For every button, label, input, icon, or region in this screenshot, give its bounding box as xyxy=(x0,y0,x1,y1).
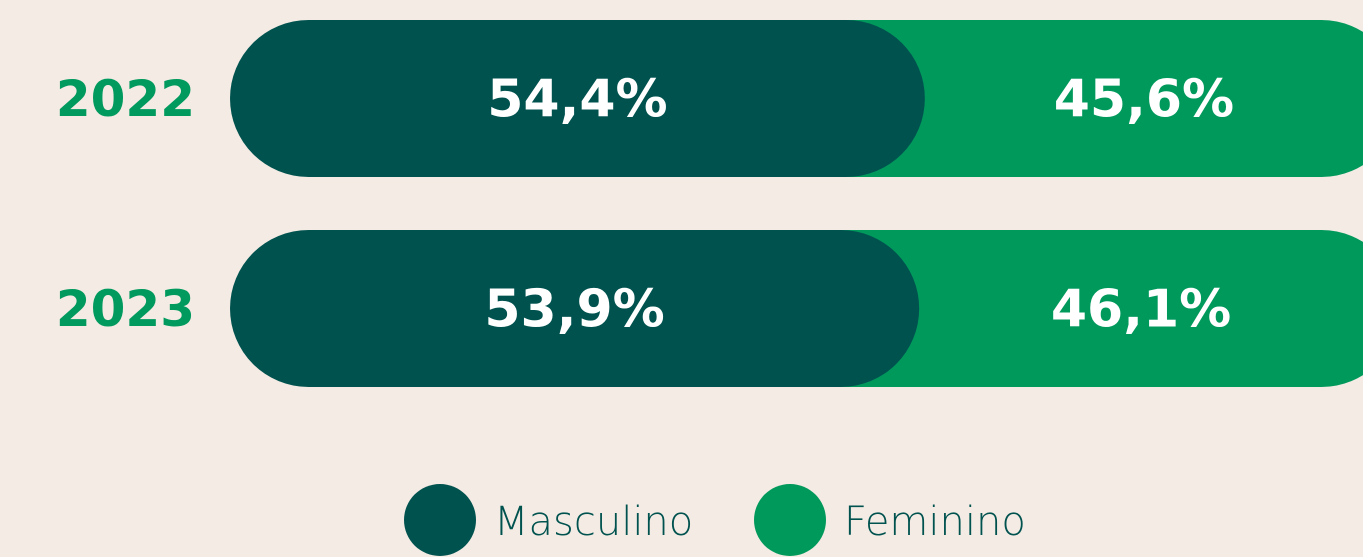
legend-swatch xyxy=(754,484,826,556)
value-label: 45,6% xyxy=(1054,70,1234,130)
value-label: 46,1% xyxy=(1051,280,1231,340)
bar-segment xyxy=(230,20,925,177)
bar-segment xyxy=(767,20,1363,177)
legend-label: Feminino xyxy=(844,499,1026,545)
y-tick-label: 2023 xyxy=(56,280,195,338)
y-tick-label: 2022 xyxy=(56,70,195,128)
value-label: 54,4% xyxy=(487,70,667,130)
legend-swatch xyxy=(404,484,476,556)
bar-segment xyxy=(762,230,1363,387)
legend-label: Masculino xyxy=(494,499,693,545)
value-label: 53,9% xyxy=(484,280,664,340)
bar-segment xyxy=(230,230,920,387)
